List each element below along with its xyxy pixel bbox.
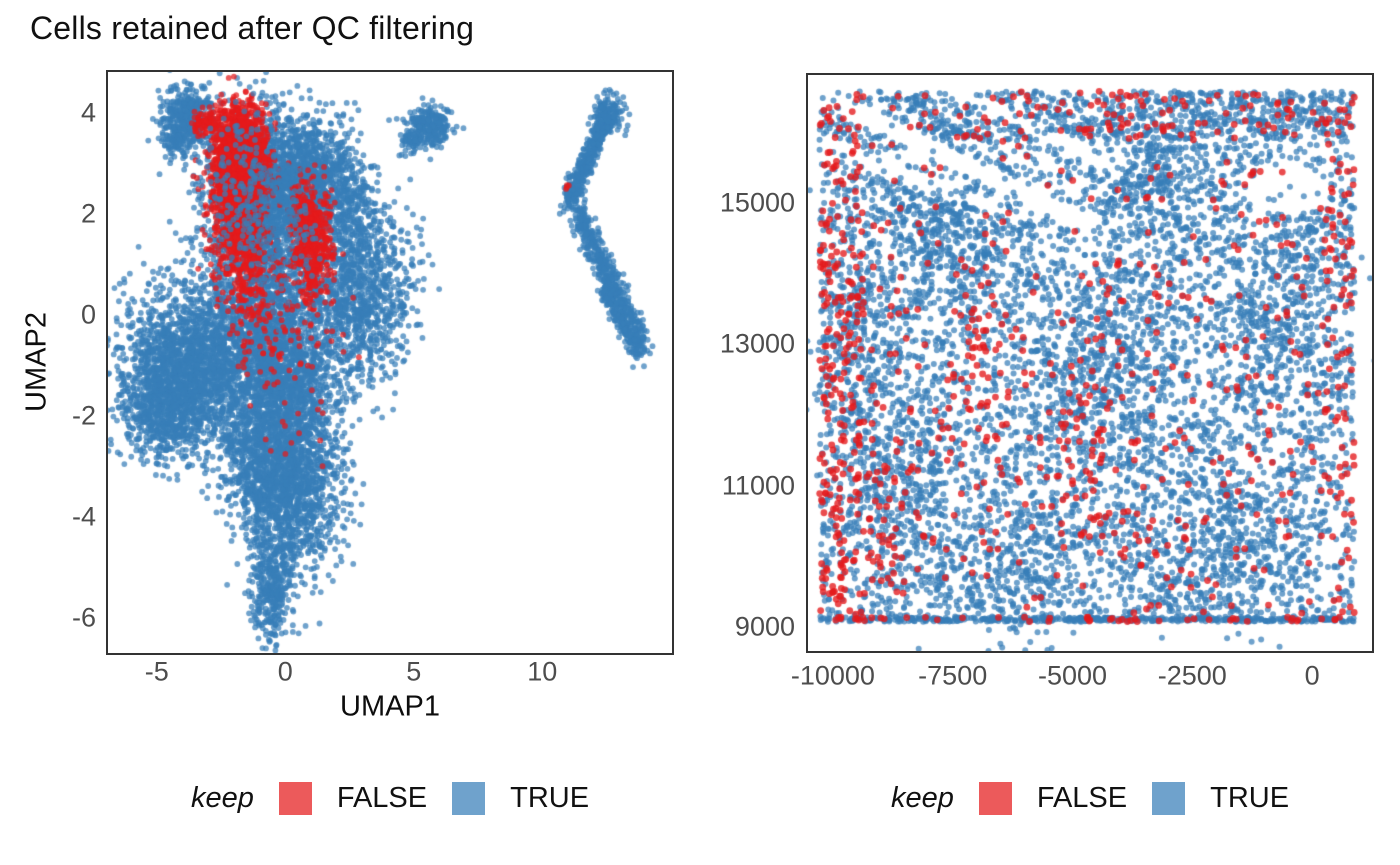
legend-entry-false: FALSE <box>278 781 428 815</box>
figure-title: Cells retained after QC filtering <box>30 10 475 46</box>
x-tick-label: -5000 <box>1037 660 1108 691</box>
legend-label-false: FALSE <box>1036 781 1128 814</box>
legend-entry-true: TRUE <box>452 781 590 815</box>
x-axis-title-umap1: UMAP1 <box>340 690 440 723</box>
y-tick-label: 11000 <box>721 470 795 501</box>
legend-left: keep FALSE TRUE <box>108 778 672 818</box>
x-tick-label: -5 <box>144 656 169 687</box>
legend-right: keep FALSE TRUE <box>808 778 1372 818</box>
x-tick-label: 5 <box>406 656 422 687</box>
x-tick-label: -7500 <box>918 660 988 691</box>
x-tick-label: 0 <box>277 656 293 687</box>
legend-entry-true: TRUE <box>1152 781 1290 815</box>
legend-key-true-swatch <box>452 781 486 815</box>
legend-title: keep <box>190 781 254 814</box>
qc-scatter-panel <box>806 73 1374 653</box>
legend-key-false-swatch <box>978 781 1012 815</box>
y-tick-label: -6 <box>71 602 96 633</box>
y-tick-label: 0 <box>80 299 96 330</box>
legend-key-true-swatch <box>1152 781 1186 815</box>
y-tick-label: 2 <box>80 198 96 229</box>
y-tick-label: -2 <box>71 400 96 431</box>
legend-label-true: TRUE <box>510 781 590 814</box>
y-tick-label: 4 <box>80 97 96 128</box>
legend-entry-false: FALSE <box>978 781 1128 815</box>
qc-scatter-canvas <box>808 75 1372 651</box>
legend-label-true: TRUE <box>1210 781 1290 814</box>
legend-key-false-swatch <box>278 781 312 815</box>
y-axis-title-umap2: UMAP2 <box>20 312 53 412</box>
umap-scatter-canvas <box>108 72 672 653</box>
x-tick-label: 10 <box>527 656 558 687</box>
y-tick-label: 15000 <box>719 187 795 218</box>
x-tick-label: 0 <box>1304 660 1320 691</box>
y-tick-label: 9000 <box>734 611 795 642</box>
legend-title: keep <box>890 781 954 814</box>
y-tick-label: 13000 <box>719 328 795 359</box>
y-tick-label: -4 <box>71 501 96 532</box>
legend-label-false: FALSE <box>336 781 428 814</box>
x-tick-label: -10000 <box>790 660 875 691</box>
x-tick-label: -2500 <box>1157 660 1227 691</box>
umap-scatter-panel <box>106 70 674 655</box>
